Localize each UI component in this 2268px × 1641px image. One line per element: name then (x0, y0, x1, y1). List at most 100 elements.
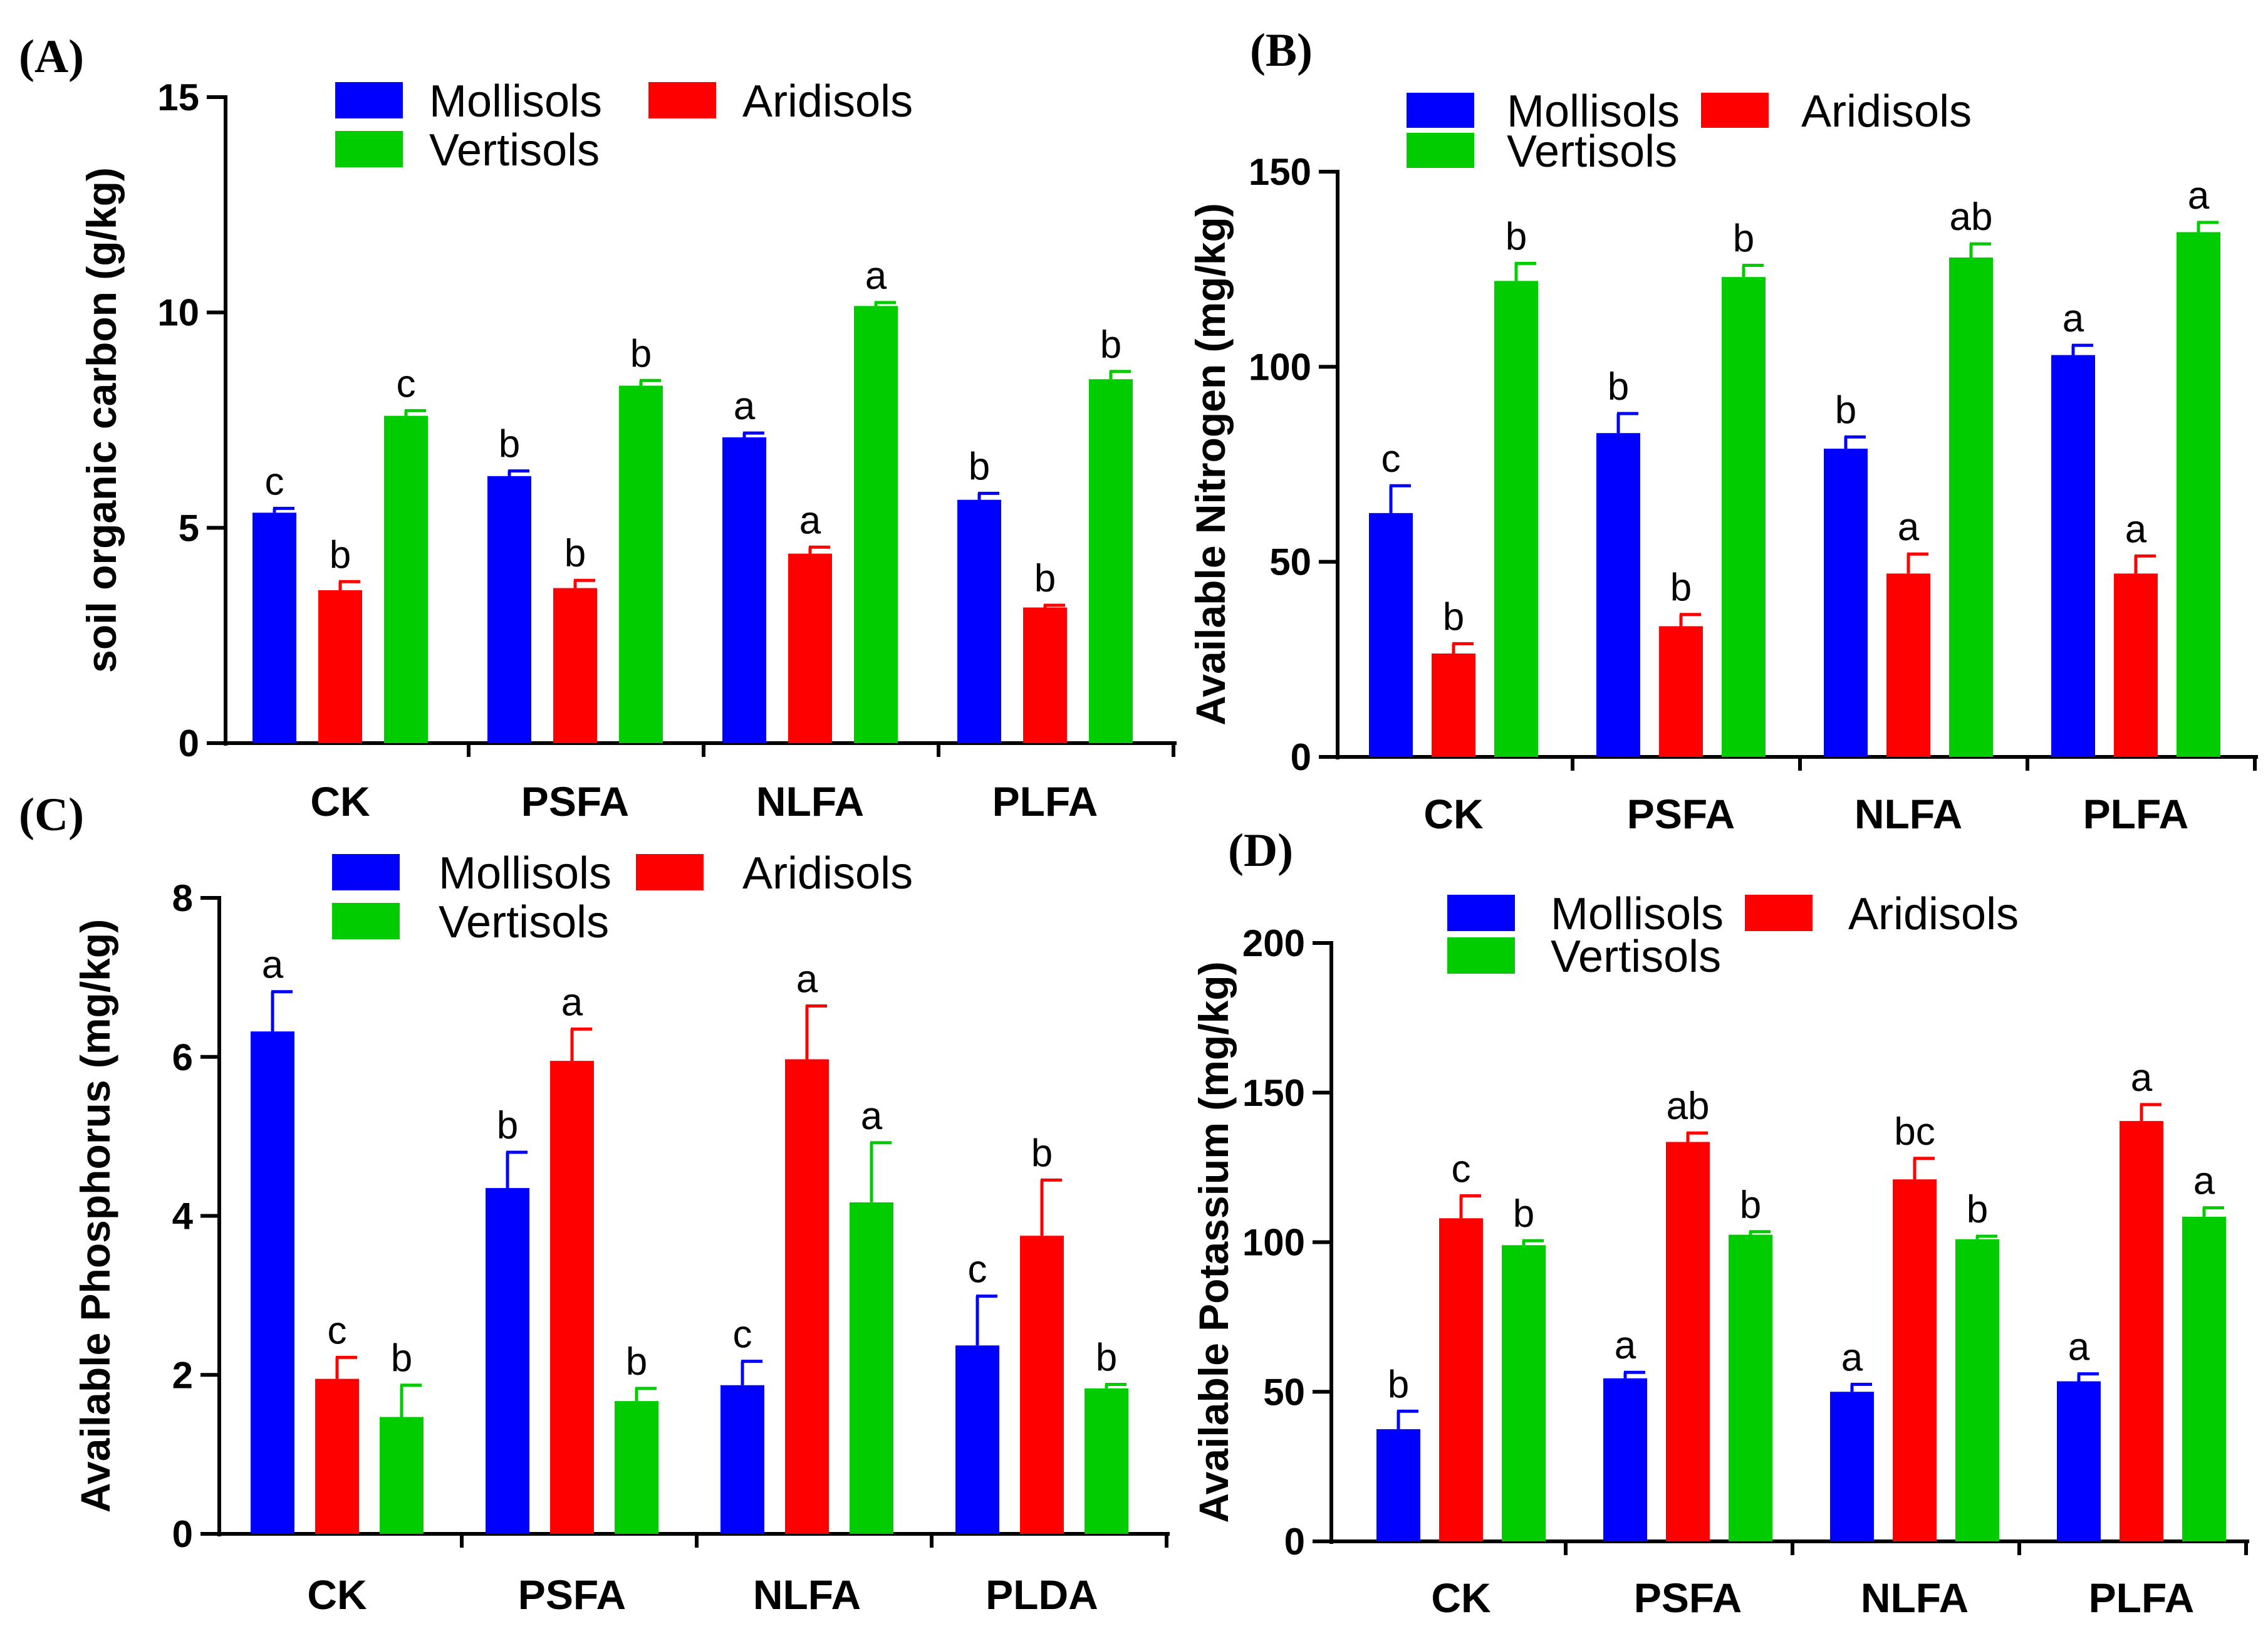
bar-mollisols-psfa (1596, 433, 1640, 757)
legend: Mollisols Aridisols Vertisols (332, 848, 913, 947)
bar-aridisols-nlfa (1893, 1179, 1937, 1541)
significance-letter: a (799, 499, 821, 542)
significance-letter: b (969, 445, 990, 488)
legend-swatch (1745, 895, 1813, 931)
significance-letter: a (1898, 506, 1920, 549)
significance-letter: c (1452, 1147, 1471, 1190)
bar-vertisols-plfa (2177, 232, 2220, 758)
x-category-label: CK (1431, 1575, 1491, 1621)
significance-letter: a (2131, 1056, 2153, 1100)
bar-vertisols-ck (1502, 1245, 1546, 1541)
significance-letter: b (497, 1104, 518, 1147)
legend-swatch (1701, 93, 1769, 128)
y-axis-title: soil organic carbon (g/kg) (78, 167, 125, 673)
legend-swatch (332, 903, 400, 939)
bar-aridisols-psfa (1659, 626, 1703, 757)
significance-letter: a (796, 958, 818, 1001)
bar-vertisols-plda (1085, 1388, 1128, 1534)
bar-aridisols-ck (1439, 1218, 1483, 1541)
significance-letter: b (499, 423, 520, 466)
bar-aridisols-psfa (550, 1061, 594, 1534)
legend-label: Mollisols (1551, 889, 1724, 939)
x-category-label: PSFA (1634, 1575, 1742, 1621)
significance-letter: c (1381, 437, 1401, 481)
significance-letter: c (968, 1248, 987, 1291)
y-tick-label: 50 (1269, 541, 1311, 583)
x-category-label: NLFA (753, 1571, 861, 1618)
x-category-label: PLDA (986, 1571, 1098, 1618)
bar-aridisols-ck (1432, 653, 1475, 757)
legend-swatch (1447, 895, 1515, 931)
significance-letter: b (1388, 1363, 1409, 1406)
legend: Mollisols Aridisols Vertisols (1447, 889, 2019, 982)
legend-swatch (1407, 133, 1474, 168)
y-tick-label: 50 (1263, 1371, 1305, 1413)
y-tick-label: 0 (1291, 736, 1311, 778)
y-tick-label: 150 (1249, 151, 1311, 193)
significance-letter: b (1740, 1184, 1761, 1227)
y-axis-title: Available Nitrogen (mg/kg) (1187, 203, 1234, 726)
bar-mollisols-nlfa (1830, 1392, 1874, 1541)
significance-letter: c (733, 1313, 752, 1357)
y-tick-label: 100 (1249, 346, 1311, 388)
significance-letter: a (2193, 1160, 2215, 1203)
y-tick-label: 15 (157, 76, 199, 118)
panel-label: (C) (19, 789, 84, 841)
bar-mollisols-plfa (2057, 1381, 2101, 1541)
significance-letter: a (2125, 508, 2147, 551)
bar-aridisols-psfa (553, 588, 597, 743)
x-category-label: PLFA (2089, 1575, 2195, 1621)
bar-aridisols-nlfa (785, 1059, 829, 1534)
legend-label: Mollisols (429, 76, 602, 127)
bar-vertisols-nlfa (1949, 257, 1993, 757)
bar-vertisols-psfa (1729, 1234, 1772, 1541)
significance-letter: b (626, 1340, 647, 1383)
significance-letter: b (1733, 217, 1754, 260)
x-category-label: CK (307, 1571, 367, 1618)
bar-mollisols-plfa (957, 499, 1001, 743)
legend-swatch (1447, 937, 1515, 974)
x-category-label: NLFA (1861, 1575, 1969, 1621)
y-tick-label: 8 (172, 877, 193, 919)
legend: Mollisols Aridisols Vertisols (335, 76, 913, 175)
bar-vertisols-psfa (619, 385, 663, 743)
bar-aridisols-ck (315, 1378, 359, 1534)
x-category-label: PSFA (518, 1571, 626, 1618)
significance-letter: b (630, 332, 652, 375)
legend-label: Aridisols (1801, 86, 1972, 137)
panel-label: (D) (1228, 825, 1293, 877)
y-tick-label: 10 (157, 292, 199, 334)
y-axis-title: Available Phosphorus (mg/kg) (72, 919, 118, 1513)
legend-swatch (332, 854, 400, 890)
y-tick-label: 200 (1242, 922, 1305, 964)
bar-mollisols-ck (251, 1031, 294, 1534)
bar-mollisols-psfa (486, 1188, 529, 1534)
bar-vertisols-nlfa (1955, 1239, 1999, 1541)
bar-aridisols-nlfa (788, 553, 832, 743)
bar-vertisols-psfa (615, 1401, 658, 1534)
bar-aridisols-plfa (2120, 1121, 2163, 1541)
significance-letter: a (1615, 1324, 1636, 1367)
y-tick-label: 0 (179, 722, 199, 764)
y-tick-label: 6 (172, 1036, 193, 1078)
legend-label: Vertisols (439, 897, 609, 947)
bar-vertisols-nlfa (854, 306, 898, 743)
panel-b: (B) Available Nitrogen (mg/kg) 0 50 100 150 c b… (1187, 24, 2258, 837)
significance-letter: a (561, 981, 583, 1024)
significance-letter: b (1670, 566, 1692, 610)
significance-letter: b (1034, 557, 1056, 600)
bar-vertisols-plfa (2182, 1216, 2226, 1541)
significance-letter: b (564, 532, 586, 575)
legend-swatch (1407, 93, 1474, 128)
x-category-label: CK (310, 778, 370, 825)
y-tick-label: 5 (179, 507, 199, 549)
x-category-label: NLFA (1854, 791, 1962, 837)
bar-mollisols-nlfa (720, 1385, 764, 1534)
bar-vertisols-psfa (1722, 277, 1766, 757)
legend-label: Vertisols (1507, 127, 1677, 177)
significance-letter: b (1100, 323, 1121, 367)
y-tick-label: 4 (172, 1196, 194, 1237)
panel-c: (C) Available Phosphorus (mg/kg) 0 2 4 6 8 a b c c… (19, 789, 1170, 1618)
bar-mollisols-nlfa (722, 437, 766, 743)
